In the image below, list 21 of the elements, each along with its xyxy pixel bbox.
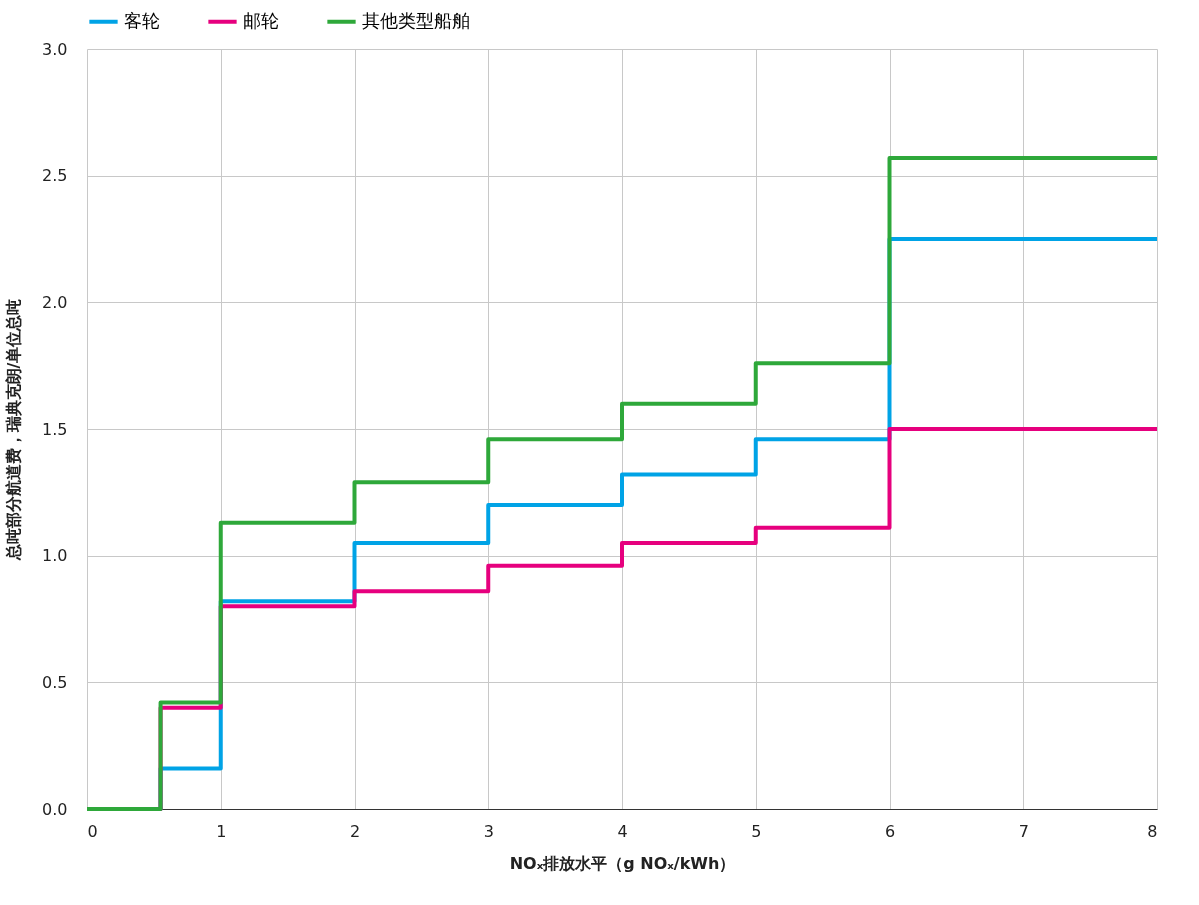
legend-label: 其他类型船舶 bbox=[362, 9, 470, 31]
x-tick-label: 8 bbox=[1147, 821, 1158, 841]
x-tick-label: 5 bbox=[751, 821, 762, 841]
x-tick-label: 6 bbox=[884, 821, 896, 841]
y-tick-label: 1.0 bbox=[42, 546, 68, 566]
x-tick-label: 0 bbox=[87, 821, 98, 841]
y-tick-label: 1.5 bbox=[42, 419, 68, 439]
x-tick-label: 7 bbox=[1018, 821, 1029, 841]
y-axis-title: 总吨部分航道费，瑞典克朗/单位总吨 bbox=[4, 298, 24, 562]
x-tick-label: 3 bbox=[483, 821, 494, 841]
x-tick-label: 4 bbox=[617, 821, 628, 841]
y-tick-label: 3.0 bbox=[42, 39, 68, 59]
legend-label: 客轮 bbox=[124, 9, 160, 31]
y-tick-label: 0.5 bbox=[42, 672, 68, 692]
legend-label: 邮轮 bbox=[243, 9, 279, 31]
y-tick-label: 2.0 bbox=[42, 292, 68, 312]
y-tick-label: 0.0 bbox=[42, 799, 68, 819]
x-axis-title: NOₓ排放水平（g NOₓ/kWh） bbox=[509, 853, 736, 873]
x-tick-label: 2 bbox=[349, 821, 361, 841]
x-tick-label: 1 bbox=[216, 821, 227, 841]
y-tick-label: 2.5 bbox=[42, 166, 68, 186]
